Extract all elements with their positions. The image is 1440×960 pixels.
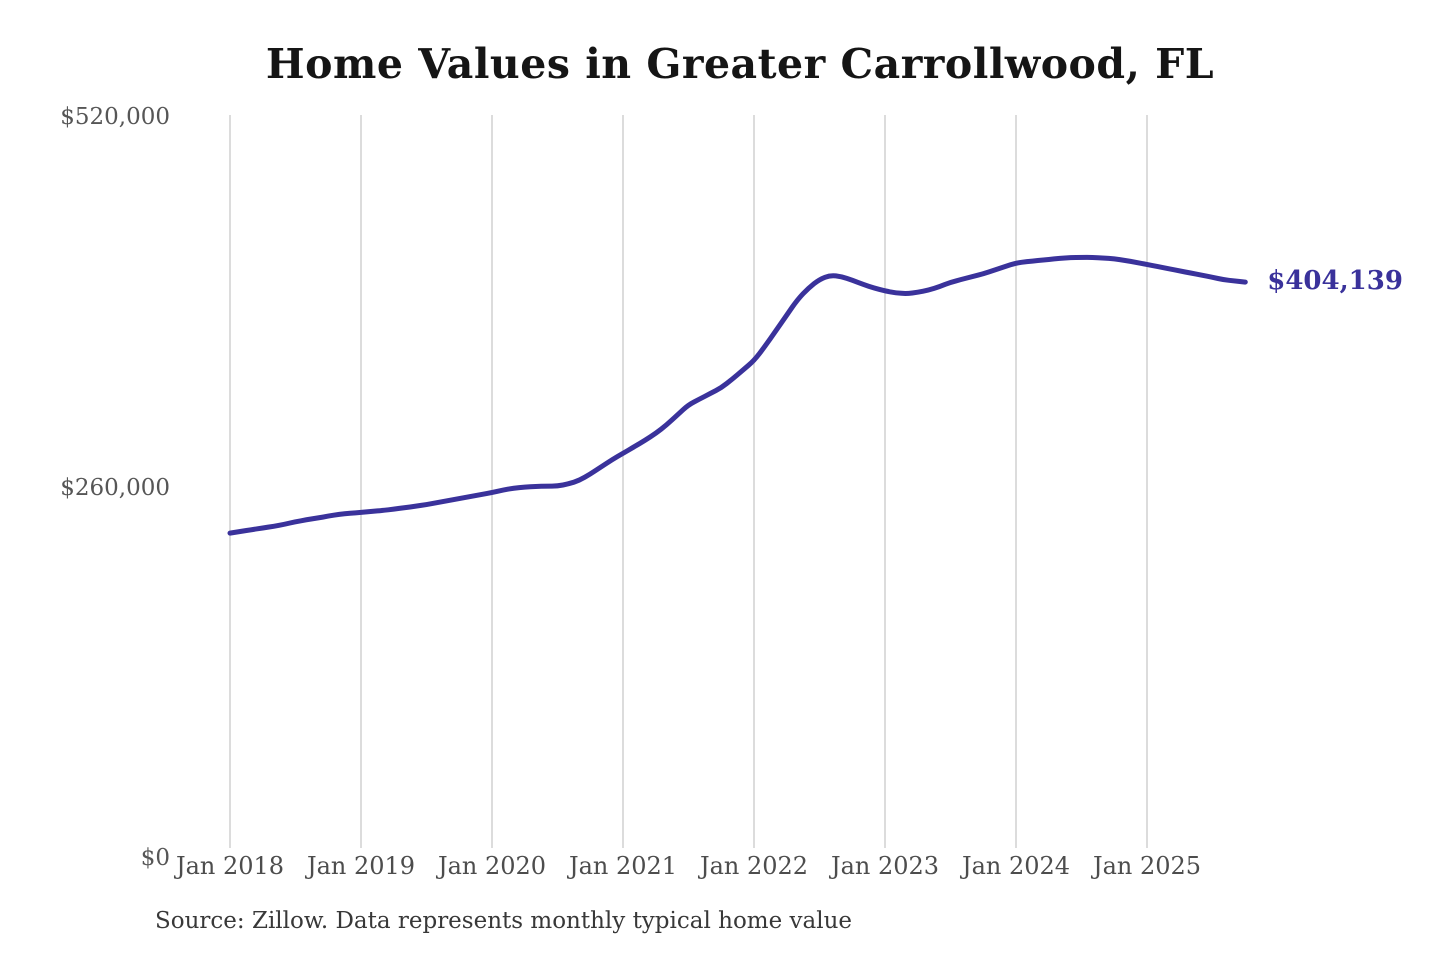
y-tick-label: $520,000 — [60, 104, 170, 130]
x-tick-label: Jan 2024 — [961, 852, 1071, 880]
x-tick-label: Jan 2020 — [437, 852, 547, 880]
source-note: Source: Zillow. Data represents monthly … — [155, 908, 853, 934]
chart-title: Home Values in Greater Carrollwood, FL — [265, 40, 1215, 88]
x-tick-label: Jan 2019 — [306, 852, 416, 880]
x-tick-label: Jan 2022 — [699, 852, 809, 880]
y-tick-label: $0 — [140, 845, 170, 871]
home-value-line — [227, 254, 1248, 536]
y-tick-label: $260,000 — [60, 474, 170, 501]
x-tick-label: Jan 2023 — [830, 852, 940, 880]
end-value-label: $404,139 — [1267, 266, 1403, 297]
x-tick-label: Jan 2018 — [175, 852, 285, 880]
gridlines — [229, 115, 1148, 848]
x-tick-label: Jan 2021 — [568, 852, 678, 880]
x-tick-label: Jan 2025 — [1092, 852, 1202, 880]
